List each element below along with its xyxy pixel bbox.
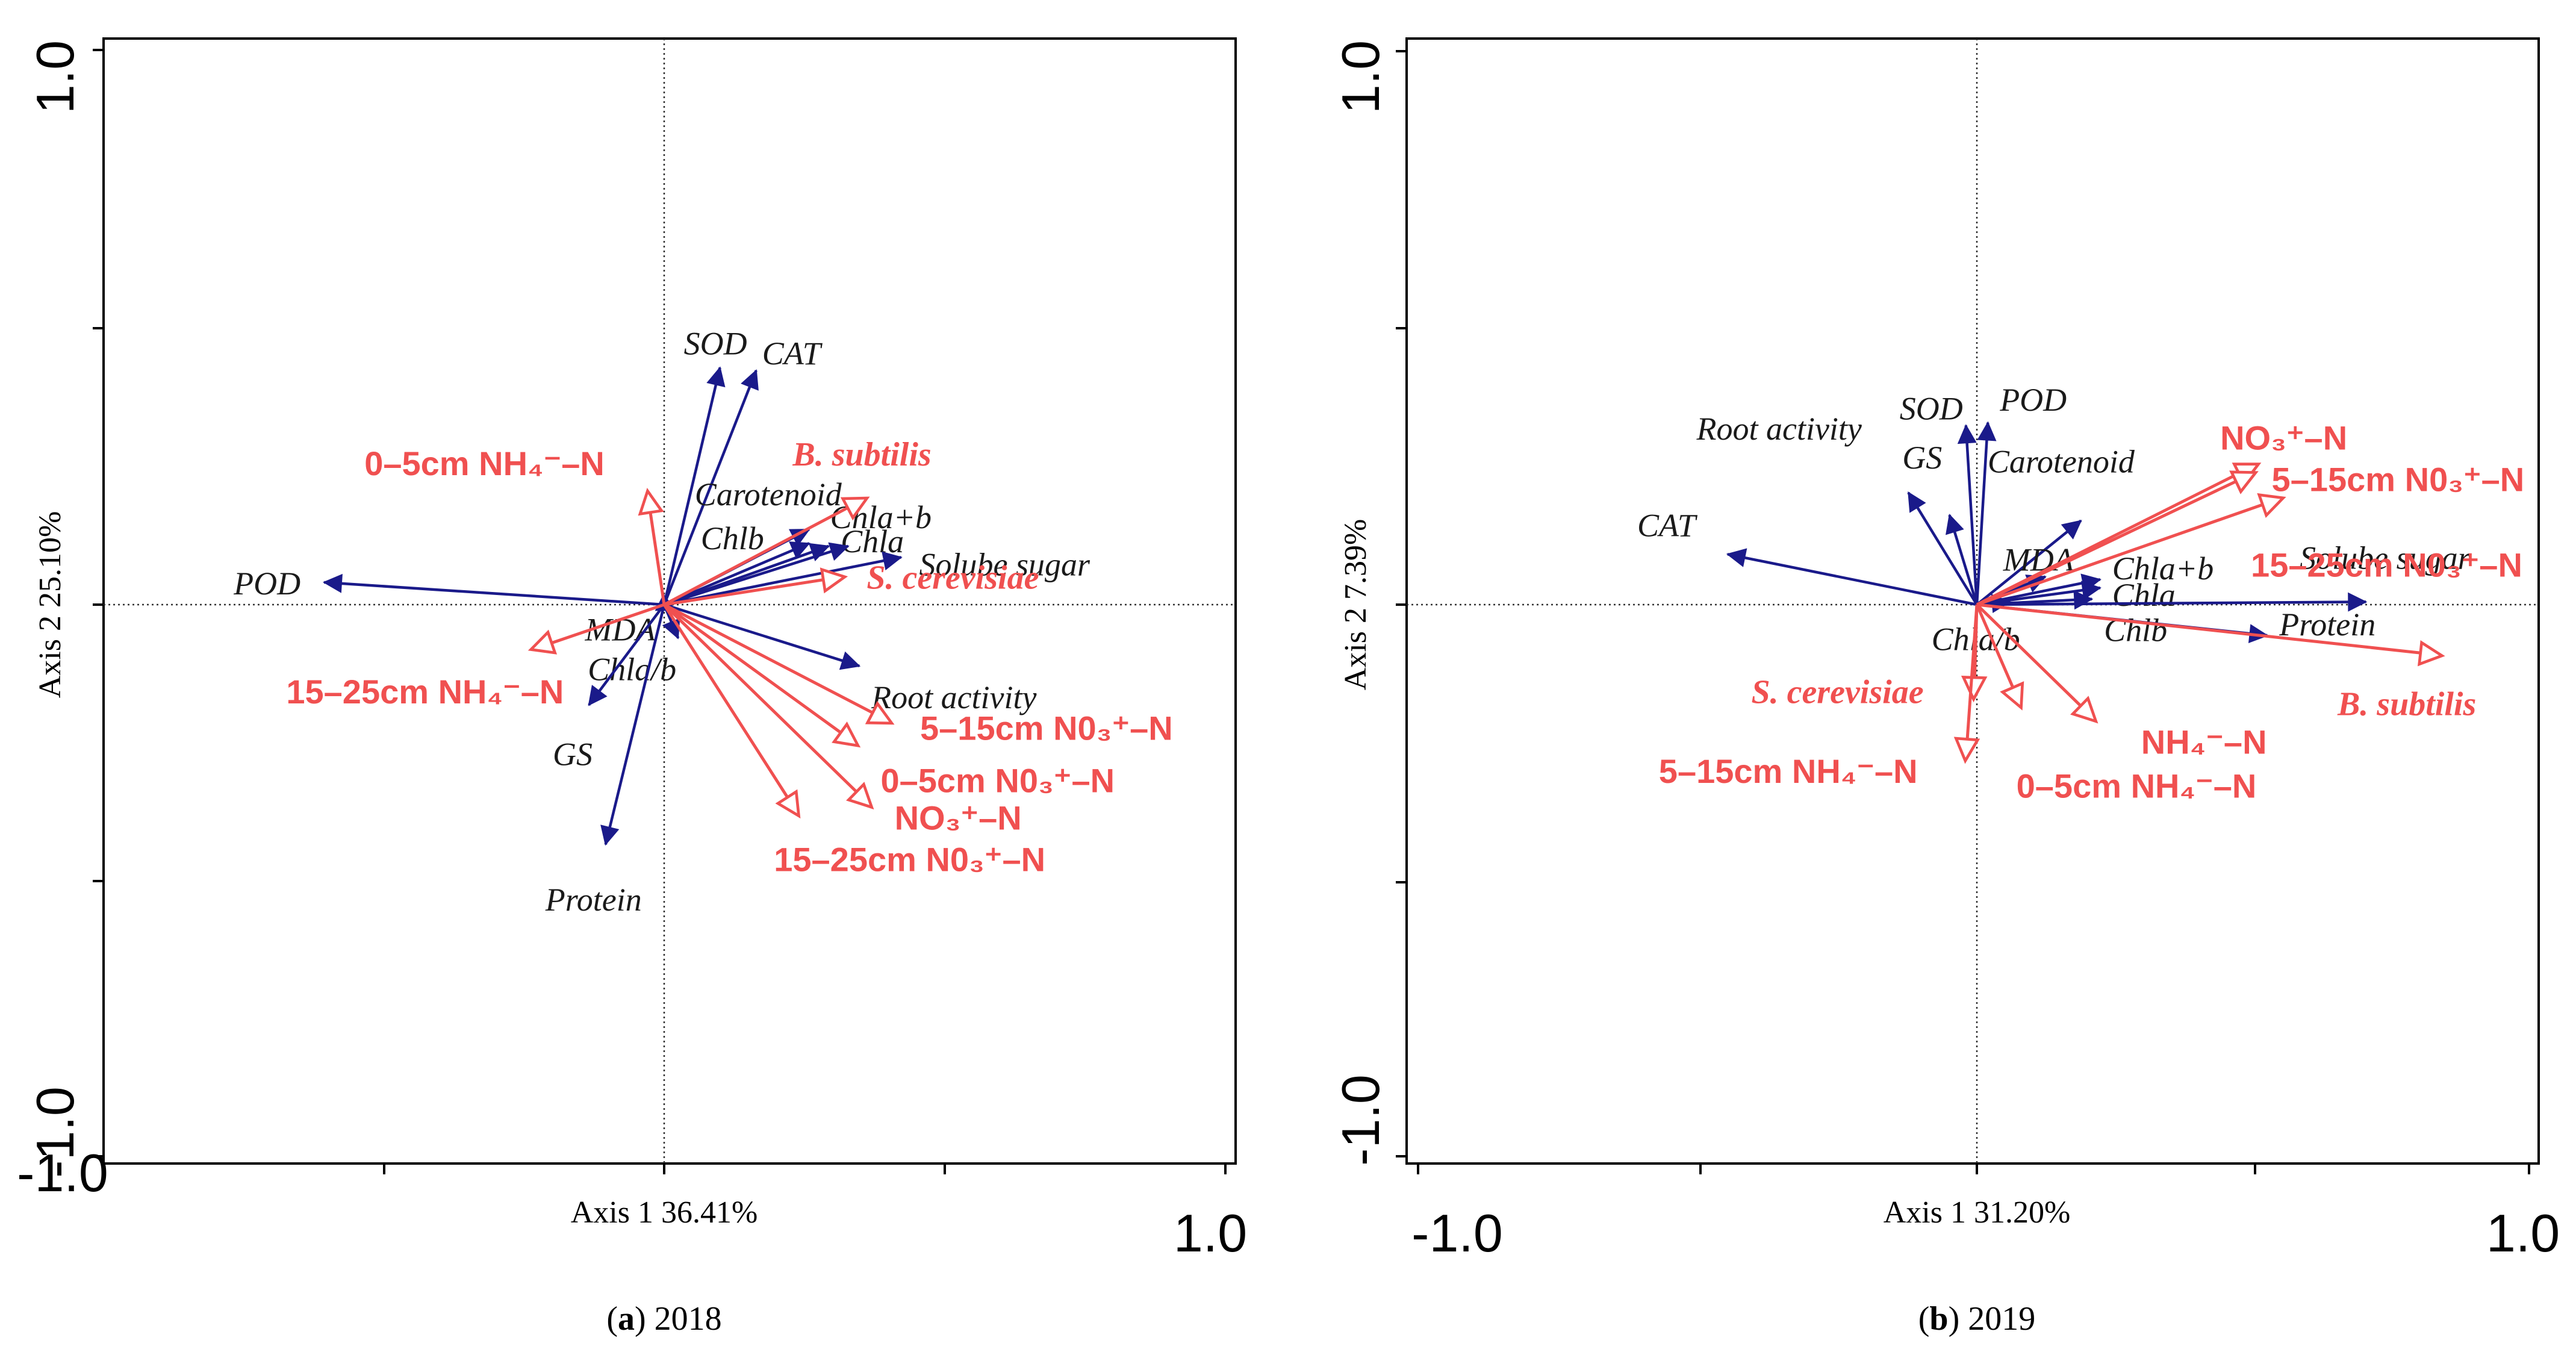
panel-2018: -1.0 1.0 1.0 -1.0 Axis 1 36.41% Axis 2 2… — [17, 37, 1247, 1338]
x-axis-label: Axis 1 31.20% — [1884, 1195, 2071, 1230]
vector-variable-3 — [1946, 514, 1979, 605]
vector-label-16: B. subtilis — [2337, 686, 2476, 723]
vector-label-2: GS — [1902, 440, 1942, 476]
panel-2019: -1.0 1.0 1.0 -1.0 Axis 1 31.20% Axis 2 7… — [1331, 37, 2560, 1338]
panel-year: 2019 — [1968, 1300, 2035, 1338]
vector-label-12: Protein — [2279, 606, 2375, 643]
panel-letter: a — [618, 1300, 635, 1338]
x-max-tick-label: 1.0 — [2486, 1203, 2560, 1263]
vector-label-4: Carotenoid — [1988, 444, 2135, 480]
vector-environment-18 — [663, 603, 861, 748]
vector-label-2: Carotenoid — [695, 476, 842, 512]
y-min-tick-label: -1.0 — [1331, 1074, 1390, 1166]
vector-variable-7 — [322, 573, 665, 606]
vector-label-10: Root activity — [871, 679, 1036, 715]
vector-label-9: Chlb — [2104, 612, 2167, 649]
x-axis-label: Axis 1 36.41% — [571, 1195, 758, 1230]
vector-label-12: Protein — [545, 882, 642, 918]
x-min-tick-label: -1.0 — [17, 1143, 108, 1203]
vector-variable-10 — [1976, 592, 2368, 612]
vector-label-6: Solube sugar — [919, 546, 1090, 582]
vector-label-8: Chla — [2112, 577, 2176, 613]
vector-layer: SOD POD GS Root activity Carotenoid CAT MDA Chl… — [1637, 382, 2524, 805]
vector-label-13: 0–5cm NH₄⁻–N — [364, 444, 605, 482]
vector-environment-18 — [1975, 604, 2024, 711]
vector-label-3: Chlb — [701, 520, 764, 556]
vector-label-16: 15–25cm NH₄⁻–N — [286, 673, 564, 711]
vector-environment-14 — [1976, 470, 2259, 606]
vector-label-20: 5–15cm NH₄⁻–N — [1659, 752, 1918, 790]
vector-label-17: S. cerevisiae — [1751, 673, 1923, 711]
vector-variable-0 — [1957, 424, 1979, 605]
vector-variable-4 — [1976, 519, 2082, 606]
panel-caption: (a) 2018 — [606, 1300, 721, 1338]
vector-variable-1 — [662, 369, 759, 605]
vector-label-1: POD — [1999, 382, 2067, 418]
vector-species-14 — [663, 496, 870, 606]
vector-label-3: Root activity — [1696, 411, 1862, 447]
y-axis-label: Axis 2 7.39% — [1339, 519, 1373, 691]
vector-environment-19 — [1976, 603, 2098, 724]
vector-label-18: 0–5cm N0₃⁺–N — [880, 762, 1115, 800]
vector-label-15: S. cerevisiae — [866, 559, 1039, 597]
vector-variable-3 — [664, 541, 810, 606]
vector-environment-17 — [663, 603, 895, 725]
vector-label-19: 0–5cm NH₄⁻–N — [2017, 767, 2257, 805]
y-max-tick-label: 1.0 — [25, 40, 85, 114]
vector-label-20: 15–25cm N0₃⁺–N — [774, 840, 1045, 878]
vector-environment-20 — [662, 603, 801, 819]
vector-label-17: 5–15cm N0₃⁺–N — [920, 709, 1173, 747]
vector-environment-20 — [1953, 604, 1980, 764]
axis-ticks — [93, 49, 1227, 1174]
vector-label-9: Chla/b — [588, 652, 676, 688]
vector-variable-5 — [1726, 548, 1977, 606]
axis-ticks — [1396, 50, 2530, 1174]
x-min-tick-label: -1.0 — [1411, 1203, 1503, 1263]
plot-frame — [102, 37, 1237, 1165]
y-axis-label: Axis 2 25.10% — [33, 511, 67, 699]
vector-environment-13 — [638, 487, 666, 605]
vector-environment-19 — [663, 603, 874, 810]
vector-label-7: POD — [233, 565, 300, 602]
vector-label-0: SOD — [1900, 390, 1963, 426]
panel-letter: b — [1929, 1300, 1948, 1338]
vector-label-14: 5–15cm N0₃⁺–N — [2272, 460, 2525, 498]
vector-environment-15 — [1976, 493, 2286, 606]
vector-label-13: NO₃⁺–N — [2220, 419, 2347, 457]
vector-label-7: Chla+b — [2112, 550, 2214, 587]
panel-year: 2018 — [655, 1300, 722, 1338]
vector-label-5: Chla+b — [830, 499, 932, 535]
vector-label-14: B. subtilis — [792, 436, 931, 473]
vector-label-18: NH₄⁻–N — [2141, 723, 2267, 761]
vector-label-15: 15–25cm N0₃⁺–N — [2251, 546, 2522, 584]
vector-variable-11 — [588, 603, 665, 706]
vector-variable-5 — [664, 542, 850, 606]
vector-variable-0 — [662, 366, 726, 605]
y-min-tick-label: -1.0 — [25, 1086, 85, 1178]
vector-label-10: Solube sugar — [2300, 540, 2471, 576]
vector-variable-2 — [1907, 491, 1978, 606]
vector-species-16 — [1976, 603, 2445, 667]
vector-variable-6 — [664, 551, 903, 606]
vector-label-1: CAT — [762, 335, 823, 372]
vector-label-5: CAT — [1637, 507, 1698, 543]
vector-variable-10 — [664, 603, 861, 670]
vector-species-15 — [664, 567, 848, 606]
vector-environment-16 — [527, 603, 665, 655]
vector-label-6: MDA — [2003, 542, 2074, 578]
panel-caption: (b) 2019 — [1918, 1300, 2035, 1338]
y-max-tick-label: 1.0 — [1331, 40, 1390, 114]
vector-label-11: GS — [553, 737, 593, 773]
vector-variable-1 — [1975, 421, 1997, 605]
vector-label-19: NO₃⁺–N — [895, 799, 1022, 836]
vector-variable-12 — [600, 604, 666, 846]
plot-frame — [1405, 37, 2540, 1165]
x-max-tick-label: 1.0 — [1174, 1203, 1247, 1263]
vector-label-0: SOD — [684, 325, 747, 361]
